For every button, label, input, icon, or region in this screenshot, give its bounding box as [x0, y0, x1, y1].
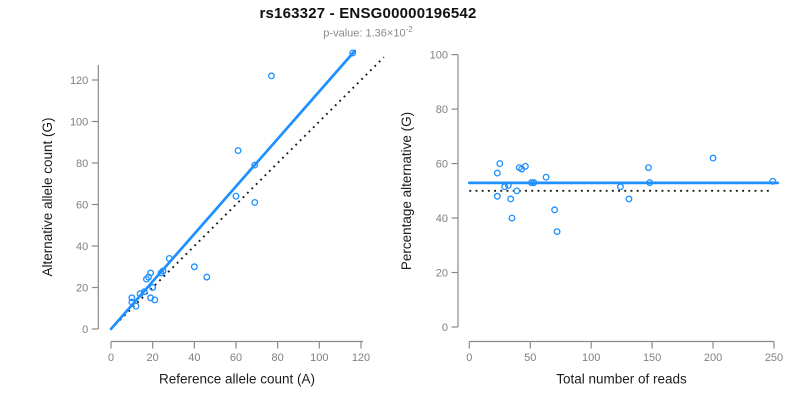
y-axis-title: Percentage alternative (G)	[399, 112, 414, 270]
data-point	[149, 284, 157, 291]
x-axis-title: Reference allele count (A)	[159, 372, 315, 387]
data-point	[528, 179, 535, 187]
x-tick-label: 0	[466, 352, 472, 364]
data-point	[616, 183, 624, 191]
x-tick-label: 120	[352, 352, 370, 364]
scatter-plot-percentage-vs-reads: 0 20 40 60 80 100 0 50 100 150 200 250 Total number …	[399, 50, 783, 387]
data-point	[553, 228, 561, 236]
pvalue-exponent: -2	[405, 25, 413, 34]
scatter-plot-allele-counts: 0 20 40 60 80 100 120 0 20 40 60 80 100 120 Reference …	[40, 49, 385, 387]
x-tick-label: 200	[704, 352, 722, 364]
pvalue-prefix: p-value:	[323, 27, 366, 40]
x-axis-title: Total number of reads	[556, 372, 687, 387]
data-point	[521, 162, 529, 170]
x-tick-label: 80	[272, 352, 284, 364]
data-point	[190, 263, 198, 271]
x-tick-label: 0	[108, 352, 114, 364]
x-tick-label: 50	[524, 352, 536, 364]
data-point	[349, 49, 357, 57]
data-point	[551, 206, 559, 214]
x-tick-label: 60	[230, 352, 242, 364]
y-tick-label: 60	[76, 200, 88, 212]
data-point	[128, 298, 136, 306]
data-point	[769, 177, 777, 185]
data-point	[496, 160, 504, 168]
y-tick-label: 120	[70, 75, 88, 87]
data-point	[132, 302, 140, 310]
data-point	[646, 179, 654, 187]
data-point	[513, 187, 521, 195]
data-point	[165, 254, 173, 262]
data-point	[159, 267, 167, 275]
data-point	[493, 192, 501, 200]
x-tick-label: 20	[147, 352, 159, 364]
y-tick-label: 20	[76, 283, 88, 295]
data-point	[501, 183, 509, 191]
fit-line	[109, 49, 357, 331]
data-point	[232, 192, 240, 200]
x-tick-label: 100	[582, 352, 600, 364]
y-tick-label: 0	[82, 324, 88, 336]
figure-subtitle: p-value: 1.36×10-2	[0, 25, 736, 40]
figure-title: rs163327 - ENSG00000196542	[259, 5, 477, 22]
y-tick-label: 80	[76, 158, 88, 170]
x-tick-label: 40	[188, 352, 200, 364]
figure-header: rs163327 - ENSG00000196542 p-value: 1.36…	[0, 5, 736, 40]
data-point	[493, 169, 501, 177]
y-tick-label: 100	[430, 50, 448, 62]
y-tick-label: 40	[76, 241, 88, 253]
data-point	[508, 214, 516, 222]
data-point	[530, 179, 538, 187]
data-point	[203, 273, 211, 281]
y-tick-label: 40	[436, 213, 448, 225]
x-tick-label: 100	[310, 352, 328, 364]
data-point	[645, 164, 652, 172]
data-point	[504, 181, 512, 189]
y-tick-label: 60	[436, 159, 448, 171]
data-point	[267, 72, 275, 80]
data-point	[147, 269, 155, 277]
data-point	[128, 294, 136, 302]
data-point	[507, 195, 515, 203]
y-axis-title: Alternative allele count (G)	[40, 117, 55, 276]
data-point	[542, 173, 550, 181]
y-tick-label: 80	[436, 104, 448, 116]
x-tick-label: 250	[765, 352, 783, 364]
y-tick-label: 100	[70, 117, 88, 129]
y-tick-label: 20	[436, 268, 448, 280]
x-tick-label: 150	[643, 352, 661, 364]
data-point	[709, 154, 717, 162]
data-point	[234, 147, 242, 154]
data-point	[251, 198, 259, 206]
data-point	[251, 161, 259, 169]
reference-dotted-line	[110, 56, 385, 330]
data-point	[140, 288, 148, 296]
y-tick-label: 0	[442, 322, 448, 334]
data-point	[151, 296, 159, 304]
data-point	[625, 195, 633, 203]
pvalue-base: 1.36×10	[365, 27, 406, 40]
